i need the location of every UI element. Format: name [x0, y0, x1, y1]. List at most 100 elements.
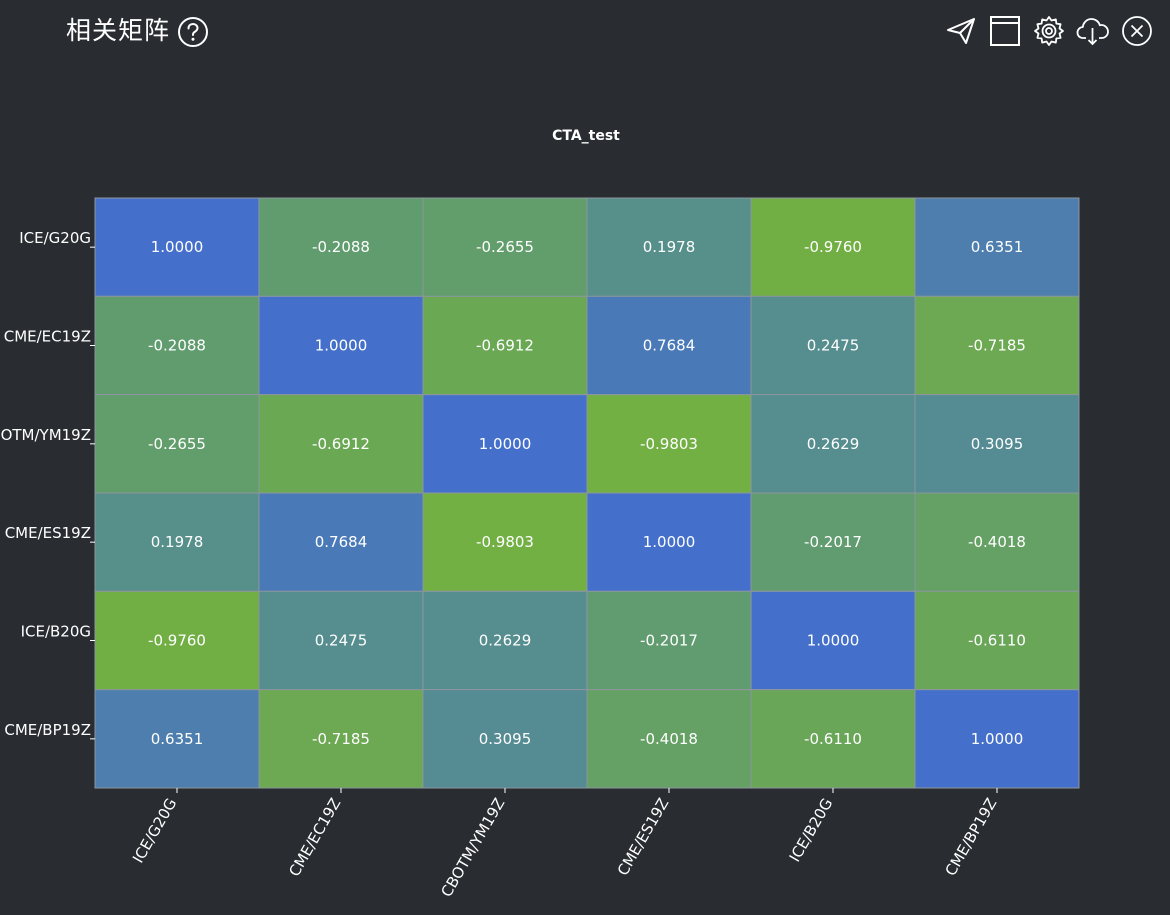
- heatmap-border: [94, 197, 1080, 789]
- x-axis-tick-label: CBOTM/YM19Z: [437, 795, 508, 900]
- gear-icon: [1033, 15, 1065, 47]
- close-icon: [1121, 15, 1153, 47]
- cell-value-label: -0.2017: [640, 632, 698, 650]
- y-axis-tick-label: CBOTM/YM19Z: [0, 426, 91, 444]
- heatmap-cell[interactable]: [422, 492, 588, 592]
- cell-value-label: 1.0000: [315, 337, 368, 355]
- heatmap-cell[interactable]: [258, 492, 424, 592]
- heatmap-cell[interactable]: [94, 492, 260, 592]
- heatmap-cell[interactable]: [914, 197, 1080, 297]
- cell-value-label: -0.4018: [640, 730, 698, 748]
- heatmap-cell[interactable]: [750, 197, 916, 297]
- cell-value-label: -0.6110: [804, 730, 862, 748]
- settings-button[interactable]: [1032, 14, 1066, 48]
- cell-value-label: 0.2629: [807, 435, 860, 453]
- heatmap-cell[interactable]: [914, 295, 1080, 396]
- help-icon[interactable]: [177, 16, 209, 48]
- chart-title: CTA_test: [552, 128, 620, 144]
- close-button[interactable]: [1120, 14, 1154, 48]
- cell-value-label: 0.6351: [151, 730, 204, 748]
- cell-value-label: 0.3095: [479, 730, 532, 748]
- cell-value-label: 1.0000: [151, 238, 204, 256]
- x-axis-tick-label: CME/ES19Z: [614, 795, 673, 879]
- window-button[interactable]: [988, 14, 1022, 48]
- cloud-download-button[interactable]: [1076, 14, 1110, 48]
- heatmap-cell[interactable]: [258, 394, 424, 494]
- cell-value-label: -0.6110: [968, 632, 1026, 650]
- heatmap-cell[interactable]: [422, 689, 588, 789]
- cell-value-label: -0.9803: [640, 435, 698, 453]
- correlation-heatmap: CTA_test 1.0000 -0.2088 -0.2655 0.1978 -0.97…: [0, 128, 1080, 900]
- cell-value-label: 0.2629: [479, 632, 532, 650]
- cell-value-label: -0.2017: [804, 533, 862, 551]
- send-button[interactable]: [944, 14, 978, 48]
- y-axis: ICE/G20G CME/EC19Z CBOTM/YM19Z CME/ES19Z ICE…: [0, 229, 95, 740]
- x-axis-tick-label: ICE/G20G: [129, 795, 180, 866]
- cell-value-label: -0.6912: [312, 435, 370, 453]
- heatmap-cell[interactable]: [586, 394, 752, 494]
- cell-value-label: -0.6912: [476, 337, 534, 355]
- cell-value-label: -0.4018: [968, 533, 1026, 551]
- y-axis-tick-label: ICE/B20G: [21, 623, 91, 641]
- cell-value-label: -0.7185: [968, 337, 1026, 355]
- cell-value-label: 0.2475: [807, 337, 860, 355]
- y-axis-tick-label: CME/ES19Z: [5, 524, 91, 542]
- y-axis-tick-label: ICE/G20G: [19, 229, 91, 247]
- heatmap-cell[interactable]: [750, 492, 916, 592]
- heatmap-cell[interactable]: [750, 295, 916, 396]
- heatmap-cell[interactable]: [586, 590, 752, 691]
- cell-value-label: -0.7185: [312, 730, 370, 748]
- x-axis-tick-label: CME/BP19Z: [942, 795, 1001, 879]
- heatmap-cells: [94, 197, 1080, 789]
- heatmap-cell[interactable]: [750, 394, 916, 494]
- heatmap-cell[interactable]: [258, 197, 424, 297]
- panel-toolbar: [944, 14, 1154, 48]
- cell-value-label: 0.2475: [315, 632, 368, 650]
- x-axis: ICE/G20G CME/EC19Z CBOTM/YM19Z CME/ES19Z ICE…: [129, 788, 1000, 900]
- cell-value-label: 0.6351: [971, 238, 1024, 256]
- heatmap-cell[interactable]: [94, 590, 260, 691]
- cell-value-label: 0.1978: [643, 238, 696, 256]
- heatmap-cell[interactable]: [586, 689, 752, 789]
- heatmap-cell[interactable]: [422, 394, 588, 494]
- cell-value-label: 1.0000: [807, 632, 860, 650]
- heatmap-cell-labels: 1.0000 -0.2088 -0.2655 0.1978 -0.9760 0.6351 -…: [148, 238, 1026, 748]
- panel-header: 相关矩阵: [0, 0, 1170, 64]
- cell-value-label: -0.2088: [148, 337, 206, 355]
- heatmap-cell[interactable]: [914, 492, 1080, 592]
- cell-value-label: -0.9760: [804, 238, 862, 256]
- chart-area: CTA_test 1.0000 -0.2088 -0.2655 0.1978 -0.97…: [0, 64, 1170, 915]
- heatmap-cell[interactable]: [914, 394, 1080, 494]
- cell-value-label: 1.0000: [643, 533, 696, 551]
- send-icon: [945, 15, 977, 47]
- heatmap-cell[interactable]: [422, 197, 588, 297]
- y-axis-tick-label: CME/BP19Z: [4, 721, 91, 739]
- cell-value-label: 1.0000: [479, 435, 532, 453]
- heatmap-cell[interactable]: [94, 295, 260, 396]
- heatmap-cell[interactable]: [94, 394, 260, 494]
- cell-value-label: 0.7684: [643, 337, 696, 355]
- y-axis-tick-label: CME/EC19Z: [4, 328, 91, 346]
- heatmap-cell[interactable]: [258, 295, 424, 396]
- cell-value-label: -0.9760: [148, 632, 206, 650]
- cell-value-label: 0.7684: [315, 533, 368, 551]
- cell-value-label: -0.2655: [148, 435, 206, 453]
- heatmap-cell[interactable]: [914, 590, 1080, 691]
- heatmap-cell[interactable]: [586, 492, 752, 592]
- heatmap-cell[interactable]: [586, 295, 752, 396]
- cell-value-label: -0.2655: [476, 238, 534, 256]
- panel-title: 相关矩阵: [66, 16, 171, 45]
- cell-value-label: -0.9803: [476, 533, 534, 551]
- heatmap-cell[interactable]: [914, 689, 1080, 789]
- x-axis-tick-label: ICE/B20G: [786, 795, 837, 865]
- heatmap-cell[interactable]: [258, 689, 424, 789]
- cell-value-label: 0.1978: [151, 533, 204, 551]
- cell-value-label: -0.2088: [312, 238, 370, 256]
- cell-value-label: 0.3095: [971, 435, 1024, 453]
- cloud-download-icon: [1076, 15, 1110, 47]
- heatmap-cell[interactable]: [586, 197, 752, 297]
- x-axis-tick-label: CME/EC19Z: [285, 795, 344, 880]
- window-icon: [989, 15, 1021, 47]
- cell-value-label: 1.0000: [971, 730, 1024, 748]
